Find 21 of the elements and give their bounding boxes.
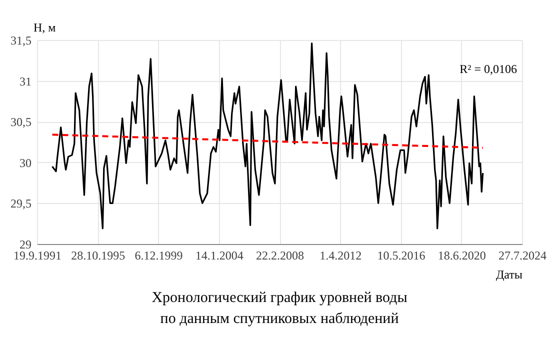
y-tick-label: 30 bbox=[20, 156, 32, 170]
y-tick-label: 31,5 bbox=[10, 34, 32, 48]
text: Хронологический график уровней воды bbox=[152, 290, 408, 306]
x-tick-label: 6.12.1999 bbox=[134, 248, 183, 262]
x-tick-label: 10.5.2016 bbox=[377, 248, 426, 262]
y-tick-label: 29,5 bbox=[10, 196, 32, 211]
x-axis-title: Даты bbox=[496, 268, 522, 282]
x-tick-label: 19.9.1991 bbox=[14, 248, 62, 262]
y-tick-label: 31 bbox=[20, 74, 32, 88]
x-tick-label: 14.1.2004 bbox=[195, 248, 244, 262]
x-tick-label: 1.4.2012 bbox=[320, 248, 362, 262]
y-axis-title: H, м bbox=[34, 20, 56, 34]
line-series bbox=[51, 42, 484, 230]
x-tick-label: 18.6.2020 bbox=[438, 248, 486, 262]
y-tick-label: 29 bbox=[20, 238, 32, 252]
text: по данным спутниковых наблюдений bbox=[160, 311, 399, 327]
x-tick-label: 22.2.2008 bbox=[256, 248, 304, 262]
x-tick-label: 27.7.2024 bbox=[498, 248, 546, 262]
annotation: R² = 0,0106 bbox=[460, 62, 517, 76]
y-tick-label: 30,5 bbox=[10, 115, 32, 130]
x-tick-label: 28.10.1995 bbox=[71, 248, 126, 262]
